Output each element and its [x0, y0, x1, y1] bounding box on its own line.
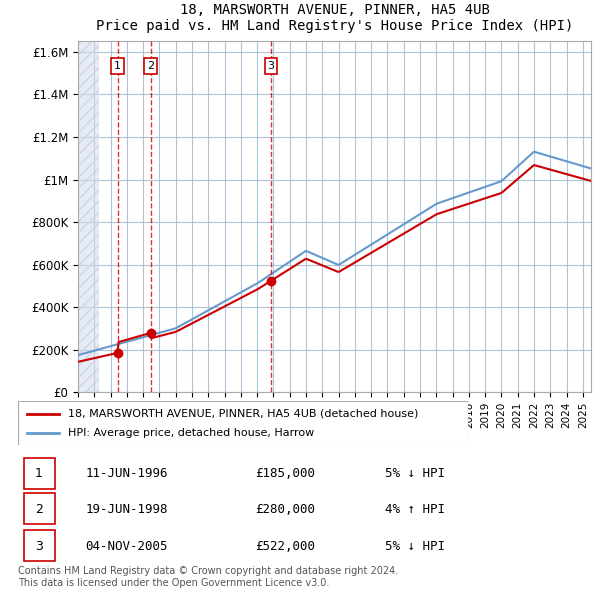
Text: 2: 2	[147, 61, 154, 71]
Text: 5% ↓ HPI: 5% ↓ HPI	[385, 467, 445, 480]
Text: 11-JUN-1996: 11-JUN-1996	[86, 467, 168, 480]
Text: 4% ↑ HPI: 4% ↑ HPI	[385, 503, 445, 516]
Text: 04-NOV-2005: 04-NOV-2005	[86, 540, 168, 553]
FancyBboxPatch shape	[23, 493, 55, 525]
Title: 18, MARSWORTH AVENUE, PINNER, HA5 4UB
Price paid vs. HM Land Registry's House Pr: 18, MARSWORTH AVENUE, PINNER, HA5 4UB Pr…	[96, 3, 573, 33]
Text: 19-JUN-1998: 19-JUN-1998	[86, 503, 168, 516]
Text: 1: 1	[35, 467, 43, 480]
Text: £280,000: £280,000	[255, 503, 315, 516]
Text: 5% ↓ HPI: 5% ↓ HPI	[385, 540, 445, 553]
Text: HPI: Average price, detached house, Harrow: HPI: Average price, detached house, Harr…	[67, 428, 314, 438]
Text: 18, MARSWORTH AVENUE, PINNER, HA5 4UB (detached house): 18, MARSWORTH AVENUE, PINNER, HA5 4UB (d…	[67, 409, 418, 418]
FancyBboxPatch shape	[18, 401, 468, 445]
FancyBboxPatch shape	[23, 530, 55, 561]
Text: Contains HM Land Registry data © Crown copyright and database right 2024.
This d: Contains HM Land Registry data © Crown c…	[18, 566, 398, 588]
Bar	[78, 41, 99, 392]
Text: 3: 3	[268, 61, 274, 71]
FancyBboxPatch shape	[23, 458, 55, 489]
Text: £185,000: £185,000	[255, 467, 315, 480]
Text: 1: 1	[114, 61, 121, 71]
Bar	[78, 41, 99, 392]
Text: 2: 2	[35, 503, 43, 516]
Text: 3: 3	[35, 540, 43, 553]
Text: £522,000: £522,000	[255, 540, 315, 553]
